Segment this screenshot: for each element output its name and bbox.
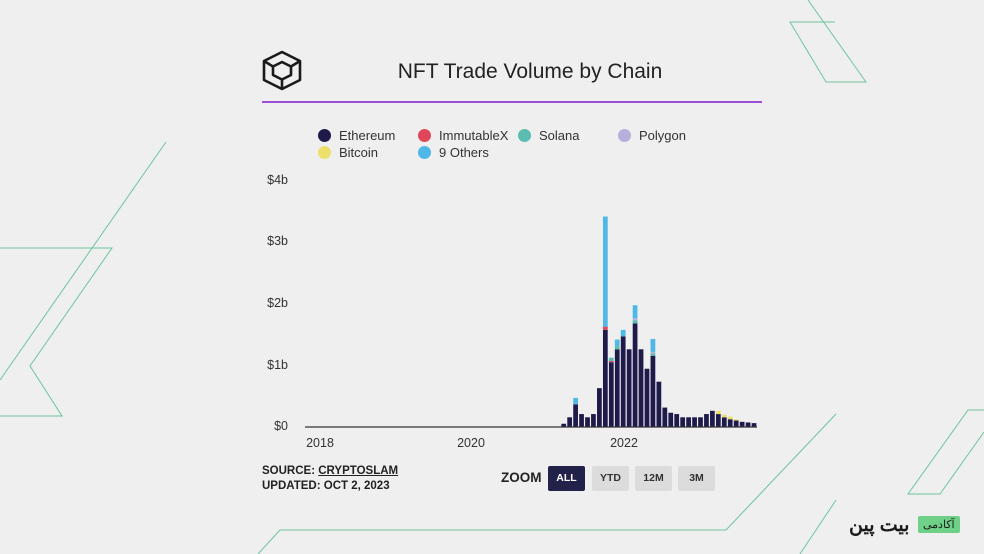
legend-label: Ethereum [339,128,396,143]
x-tick-label: 2018 [306,436,334,450]
legend-item-immutablex[interactable]: ImmutableX [418,127,508,144]
bar-ethereum-2023-07[interactable] [739,421,745,427]
legend-label: 9 Others [439,145,489,160]
bar-9-others-2021-03[interactable] [573,397,578,405]
bar-ethereum-2022-10[interactable] [686,417,691,427]
bar-ethereum-2021-07[interactable] [597,388,602,427]
legend-swatch [318,129,331,143]
x-tick-label: 2020 [457,436,485,450]
legend-label: ImmutableX [439,128,509,143]
source-prefix: SOURCE: [262,465,319,477]
bar-ethereum-2022-07[interactable] [668,412,674,427]
source-link[interactable]: CRYPTOSLAM [318,465,399,477]
chart-plot-area [305,216,757,428]
bar-ethereum-2021-09[interactable] [608,362,614,427]
bar-ethereum-2021-04[interactable] [579,414,584,427]
y-tick-label: $4b [267,173,288,187]
zoom-12m-button[interactable]: 12M [635,466,672,491]
source-block: SOURCE: CRYPTOSLAM UPDATED: OCT 2, 2023 [262,464,398,494]
bar-ethereum-2022-05[interactable] [656,381,662,427]
bar-solana-2022-04[interactable] [650,353,656,356]
bar-bitcoin-2023-04[interactable] [721,414,727,418]
bar-9-others-2022-04[interactable] [650,338,656,352]
bar-ethereum-2023-01[interactable] [704,414,709,427]
legend-item-9-others[interactable]: 9 Others [418,144,489,161]
legend-swatch [618,129,631,143]
bar-ethereum-2022-06[interactable] [662,407,668,427]
bar-ethereum-2023-04[interactable] [721,417,727,427]
bar-ethereum-2023-06[interactable] [733,420,739,427]
updated-date: UPDATED: OCT 2, 2023 [262,480,390,492]
bar-9-others-2022-01[interactable] [632,305,638,319]
zoom-all-button[interactable]: ALL [548,466,585,491]
bar-ethereum-2021-10[interactable] [614,349,620,427]
legend-swatch [418,146,431,160]
cube-logo-icon [262,50,302,91]
bar-ethereum-2023-02[interactable] [710,410,715,427]
bar-bitcoin-2023-05[interactable] [727,416,733,420]
y-tick-label: $3b [267,234,288,248]
y-tick-label: $2b [267,296,288,310]
bar-solana-2021-10[interactable] [614,346,620,350]
legend-label: Solana [539,128,580,143]
bar-ethereum-2022-01[interactable] [632,323,638,427]
legend-label: Polygon [639,128,686,143]
bar-ethereum-2022-08[interactable] [674,414,680,427]
bar-immutablex-2021-09[interactable] [608,360,614,363]
legend-swatch [418,129,431,143]
bar-ethereum-2021-03[interactable] [573,404,578,427]
y-tick-label: $1b [267,358,288,372]
bar-ethereum-2022-12[interactable] [698,417,703,427]
legend-label: Bitcoin [339,145,379,160]
title-underline [262,101,762,103]
bar-9-others-2021-10[interactable] [614,339,620,347]
source-line: SOURCE: CRYPTOSLAM [262,464,398,479]
bar-ethereum-2021-08[interactable] [602,329,608,427]
zoom-3m-button[interactable]: 3M [678,466,715,491]
chart-bars [561,216,757,427]
bar-ethereum-2022-03[interactable] [644,368,650,427]
bar-bitcoin-2023-03[interactable] [715,410,721,415]
bar-ethereum-2022-09[interactable] [680,417,686,427]
bar-ethereum-2023-03[interactable] [715,414,721,427]
bar-ethereum-2021-01[interactable] [561,423,567,427]
bar-ethereum-2021-05[interactable] [585,417,590,427]
bar-polygon-2022-04[interactable] [650,351,656,354]
legend-item-solana[interactable]: Solana [518,127,579,144]
bar-bitcoin-2023-06[interactable] [733,419,739,421]
zoom-ytd-button[interactable]: YTD [592,466,629,491]
bar-ethereum-2021-06[interactable] [591,414,596,427]
legend-swatch [518,129,531,143]
bar-immutablex-2021-08[interactable] [602,326,608,330]
bar-solana-2022-01[interactable] [632,320,638,324]
y-tick-label: $0 [274,419,288,433]
brand-name: بیت پین [849,515,910,536]
bar-ethereum-2023-09[interactable] [751,423,757,427]
bar-polygon-2022-01[interactable] [632,318,638,321]
chart-legend: Ethereum ImmutableX Solana Polygon Bitco… [318,127,758,161]
bar-ethereum-2021-11[interactable] [620,336,626,427]
bar-ethereum-2021-02[interactable] [567,417,573,427]
brand-tag: آکادمی [918,516,960,533]
legend-swatch [318,146,331,160]
zoom-label: ZOOM [501,470,542,485]
bar-ethereum-2023-05[interactable] [727,419,733,427]
bar-ethereum-2022-11[interactable] [692,417,697,427]
x-tick-label: 2022 [610,436,638,450]
chart-title: NFT Trade Volume by Chain [397,60,663,83]
legend-item-ethereum[interactable]: Ethereum [318,127,395,144]
bar-ethereum-2022-02[interactable] [638,349,644,427]
legend-item-bitcoin[interactable]: Bitcoin [318,144,378,161]
bar-ethereum-2021-12[interactable] [626,349,632,427]
legend-item-polygon[interactable]: Polygon [618,127,686,144]
bar-ethereum-2022-04[interactable] [650,355,656,427]
bar-solana-2021-09[interactable] [608,357,614,361]
bar-9-others-2021-11[interactable] [620,329,626,337]
bar-ethereum-2023-08[interactable] [745,422,751,427]
bar-9-others-2021-08[interactable] [602,216,608,327]
